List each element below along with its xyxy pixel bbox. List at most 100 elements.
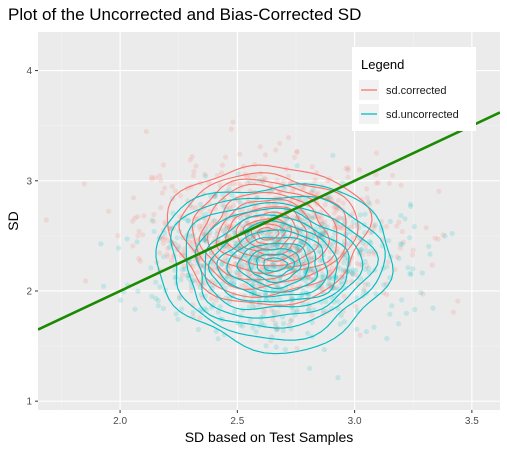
scatter-point-sd.corrected bbox=[318, 218, 324, 225]
scatter-point-sd.uncorrected bbox=[397, 241, 403, 247]
scatter-point-sd.corrected bbox=[375, 180, 381, 186]
scatter-point-sd.corrected bbox=[436, 188, 442, 194]
scatter-point-sd.uncorrected bbox=[300, 253, 306, 259]
scatter-point-sd.uncorrected bbox=[282, 347, 288, 353]
scatter-point-sd.uncorrected bbox=[231, 230, 237, 236]
scatter-point-sd.corrected bbox=[294, 148, 300, 154]
scatter-point-sd.corrected bbox=[343, 165, 349, 171]
scatter-point-sd.corrected bbox=[226, 233, 232, 239]
contour-sd.uncorrected bbox=[236, 243, 310, 289]
scatter-point-sd.corrected bbox=[181, 263, 187, 269]
scatter-point-sd.corrected bbox=[301, 186, 307, 192]
scatter-point-sd.corrected bbox=[455, 298, 461, 304]
scatter-point-sd.corrected bbox=[337, 224, 343, 230]
scatter-point-sd.uncorrected bbox=[176, 295, 183, 302]
scatter-point-sd.uncorrected bbox=[251, 265, 257, 271]
scatter-point-sd.corrected bbox=[364, 186, 370, 192]
contour-sd.corrected bbox=[215, 199, 320, 267]
scatter-point-sd.uncorrected bbox=[232, 308, 238, 314]
scatter-point-sd.uncorrected bbox=[281, 186, 287, 192]
scatter-point-sd.corrected bbox=[106, 208, 112, 214]
contour-sd.corrected bbox=[178, 172, 359, 298]
scatter-point-sd.uncorrected bbox=[358, 276, 364, 282]
scatter-point-sd.corrected bbox=[331, 204, 337, 210]
scatter-point-sd.uncorrected bbox=[408, 271, 414, 277]
chart-title: Plot of the Uncorrected and Bias-Correct… bbox=[8, 5, 361, 24]
scatter-point-sd.corrected bbox=[410, 247, 416, 253]
scatter-point-sd.uncorrected bbox=[98, 241, 104, 247]
scatter-point-sd.uncorrected bbox=[178, 277, 184, 283]
legend: Legend sd.corrected sd.uncorrected bbox=[352, 47, 476, 131]
scatter-point-sd.uncorrected bbox=[217, 304, 223, 310]
scatter-point-sd.corrected bbox=[374, 198, 380, 205]
scatter-point-sd.corrected bbox=[130, 218, 136, 224]
scatter-point-sd.corrected bbox=[223, 211, 230, 217]
scatter-point-sd.corrected bbox=[209, 265, 215, 271]
scatter-point-sd.corrected bbox=[399, 228, 405, 235]
scatter-point-sd.uncorrected bbox=[148, 265, 154, 271]
scatter-point-sd.corrected bbox=[322, 202, 328, 208]
scatter-point-sd.uncorrected bbox=[337, 321, 343, 327]
scatter-point-sd.corrected bbox=[318, 214, 325, 220]
scatter-point-sd.corrected bbox=[392, 266, 398, 272]
scatter-point-sd.uncorrected bbox=[223, 225, 229, 231]
scatter-point-sd.corrected bbox=[340, 225, 346, 231]
scatter-point-sd.uncorrected bbox=[215, 309, 221, 315]
scatter-point-sd.uncorrected bbox=[330, 152, 336, 158]
scatter-point-sd.uncorrected bbox=[353, 267, 359, 273]
scatter-point-sd.uncorrected bbox=[215, 336, 221, 342]
scatter-point-sd.corrected bbox=[269, 307, 275, 313]
scatter-point-sd.uncorrected bbox=[307, 365, 313, 371]
scatter-point-sd.uncorrected bbox=[155, 303, 161, 309]
contour-sd.uncorrected bbox=[226, 237, 319, 293]
scatter-point-sd.uncorrected bbox=[202, 237, 208, 243]
scatter-point-sd.corrected bbox=[257, 171, 264, 177]
scatter-point-sd.corrected bbox=[277, 140, 283, 146]
scatter-point-sd.corrected bbox=[429, 262, 435, 268]
scatter-point-sd.uncorrected bbox=[280, 328, 286, 334]
scatter-point-sd.uncorrected bbox=[389, 303, 395, 309]
scatter-point-sd.uncorrected bbox=[411, 224, 417, 230]
scatter-point-sd.uncorrected bbox=[347, 268, 353, 274]
scatter-point-sd.corrected bbox=[363, 242, 369, 248]
scatter-point-sd.uncorrected bbox=[296, 273, 302, 279]
x-tick-label: 2.5 bbox=[230, 416, 244, 427]
scatter-point-sd.uncorrected bbox=[213, 192, 219, 198]
scatter-point-sd.corrected bbox=[294, 345, 300, 351]
scatter-point-sd.corrected bbox=[333, 207, 340, 213]
scatter-point-sd.uncorrected bbox=[294, 163, 300, 169]
scatter-point-sd.uncorrected bbox=[326, 194, 332, 200]
scatter-point-sd.uncorrected bbox=[284, 244, 290, 250]
scatter-point-sd.corrected bbox=[333, 284, 339, 290]
scatter-point-sd.corrected bbox=[420, 291, 426, 297]
scatter-point-sd.uncorrected bbox=[302, 215, 308, 221]
scatter-point-sd.corrected bbox=[270, 244, 276, 250]
scatter-point-sd.corrected bbox=[236, 271, 242, 278]
scatter-point-sd.corrected bbox=[261, 175, 267, 181]
contour-sd.uncorrected bbox=[208, 220, 338, 303]
scatter-point-sd.corrected bbox=[235, 270, 241, 276]
x-tick-label: 2.0 bbox=[113, 416, 127, 427]
scatter-point-sd.corrected bbox=[175, 242, 181, 249]
scatter-point-sd.uncorrected bbox=[179, 306, 185, 312]
scatter-point-sd.uncorrected bbox=[173, 311, 179, 317]
scatter-point-sd.uncorrected bbox=[220, 280, 226, 287]
scatter-point-sd.corrected bbox=[214, 253, 220, 259]
scatter-point-sd.uncorrected bbox=[384, 335, 390, 342]
scatter-point-sd.corrected bbox=[169, 258, 175, 264]
scatter-point-sd.uncorrected bbox=[191, 277, 197, 284]
scatter-point-sd.corrected bbox=[321, 289, 327, 295]
scatter-point-sd.uncorrected bbox=[179, 267, 185, 273]
scatter-point-sd.uncorrected bbox=[266, 231, 272, 237]
scatter-point-sd.corrected bbox=[135, 233, 141, 239]
scatter-point-sd.uncorrected bbox=[240, 223, 246, 230]
scatter-point-sd.uncorrected bbox=[274, 242, 280, 249]
scatter-point-sd.corrected bbox=[251, 179, 257, 185]
scatter-point-sd.uncorrected bbox=[410, 266, 416, 272]
scatter-point-sd.uncorrected bbox=[212, 218, 218, 224]
scatter-point-sd.corrected bbox=[289, 256, 296, 262]
scatter-point-sd.corrected bbox=[273, 202, 279, 208]
scatter-point-sd.corrected bbox=[223, 254, 229, 260]
scatter-point-sd.corrected bbox=[310, 214, 316, 220]
scatter-point-sd.corrected bbox=[193, 205, 199, 211]
